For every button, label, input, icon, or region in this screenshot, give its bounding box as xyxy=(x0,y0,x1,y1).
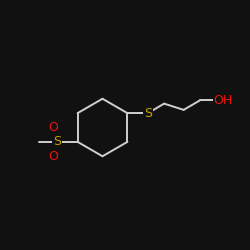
Text: O: O xyxy=(48,150,58,163)
Text: S: S xyxy=(144,106,152,120)
Text: OH: OH xyxy=(214,94,233,107)
Text: O: O xyxy=(48,121,58,134)
Text: S: S xyxy=(53,136,61,148)
